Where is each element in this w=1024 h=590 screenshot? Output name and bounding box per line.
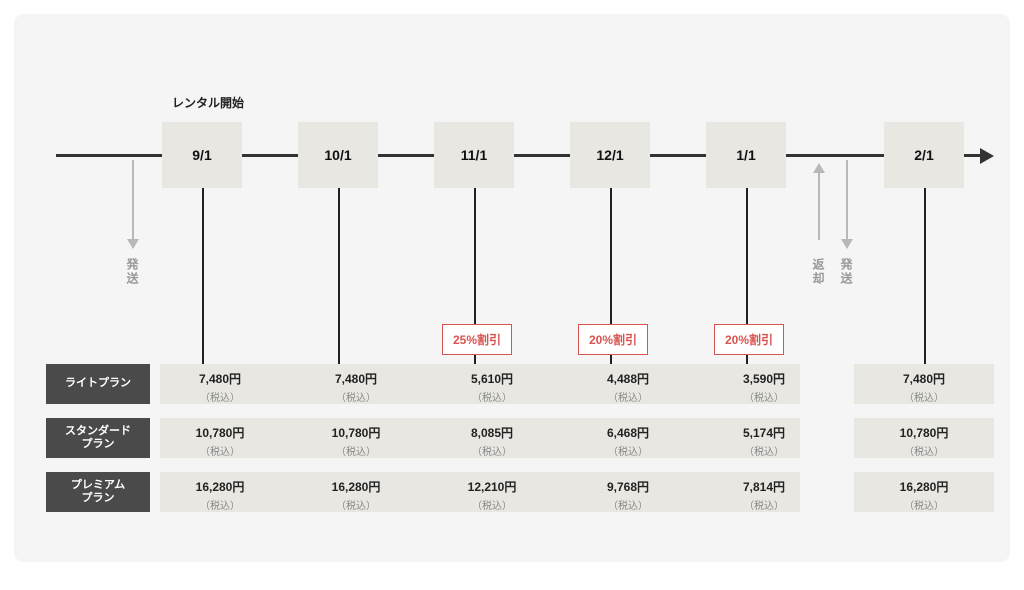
date-label: 11/1 xyxy=(461,147,487,163)
date-box: 9/1 xyxy=(162,122,242,188)
connector xyxy=(924,188,926,364)
connector xyxy=(338,188,340,364)
ship-arrow-down xyxy=(132,160,134,240)
price-cell: 12,210円（税込） xyxy=(432,478,552,512)
price-cell: 5,174円（税込） xyxy=(704,424,824,458)
price-cell: 3,590円（税込） xyxy=(704,370,824,404)
discount-badge: 20%割引 xyxy=(578,324,648,355)
date-box: 2/1 xyxy=(884,122,964,188)
price-cell: 7,480円（税込） xyxy=(160,370,280,404)
date-label: 9/1 xyxy=(192,147,211,163)
price-cell: 5,610円（税込） xyxy=(432,370,552,404)
next-ship-arrow-down xyxy=(846,160,848,240)
timeline-arrowhead xyxy=(980,148,994,164)
plan-label-premium: プレミアム プラン xyxy=(46,472,150,512)
discount-badge: 20%割引 xyxy=(714,324,784,355)
price-cell: 7,480円（税込） xyxy=(296,370,416,404)
date-label: 1/1 xyxy=(736,147,755,163)
rental-start-label: レンタル開始 xyxy=(172,94,244,111)
price-cell: 16,280円（税込） xyxy=(864,478,984,512)
timeline-axis xyxy=(786,154,884,157)
plan-label-standard: スタンダード プラン xyxy=(46,418,150,458)
timeline-axis xyxy=(378,154,434,157)
date-label: 12/1 xyxy=(596,147,623,163)
price-cell: 10,780円（税込） xyxy=(160,424,280,458)
next-ship-label: 発送 xyxy=(838,258,855,286)
price-cell: 7,480円（税込） xyxy=(864,370,984,404)
price-cell: 16,280円（税込） xyxy=(296,478,416,512)
connector xyxy=(202,188,204,364)
plan-label-light: ライトプラン xyxy=(46,364,150,404)
pricing-timeline-diagram: レンタル開始 9/1 10/1 11/1 12/1 1/1 2/1 発送 返却 … xyxy=(14,14,1010,562)
return-label: 返却 xyxy=(810,258,827,286)
price-cell: 10,780円（税込） xyxy=(296,424,416,458)
price-cell: 6,468円（税込） xyxy=(568,424,688,458)
return-arrow-up xyxy=(818,172,820,240)
ship-label: 発送 xyxy=(124,258,141,286)
timeline-axis xyxy=(242,154,298,157)
price-cell: 16,280円（税込） xyxy=(160,478,280,512)
date-box: 12/1 xyxy=(570,122,650,188)
date-box: 11/1 xyxy=(434,122,514,188)
discount-badge: 25%割引 xyxy=(442,324,512,355)
timeline-axis xyxy=(514,154,570,157)
price-cell: 8,085円（税込） xyxy=(432,424,552,458)
date-box: 1/1 xyxy=(706,122,786,188)
timeline-axis xyxy=(650,154,706,157)
timeline-axis xyxy=(56,154,162,157)
date-box: 10/1 xyxy=(298,122,378,188)
date-label: 2/1 xyxy=(914,147,933,163)
price-cell: 10,780円（税込） xyxy=(864,424,984,458)
price-cell: 7,814円（税込） xyxy=(704,478,824,512)
price-cell: 9,768円（税込） xyxy=(568,478,688,512)
price-cell: 4,488円（税込） xyxy=(568,370,688,404)
date-label: 10/1 xyxy=(324,147,351,163)
